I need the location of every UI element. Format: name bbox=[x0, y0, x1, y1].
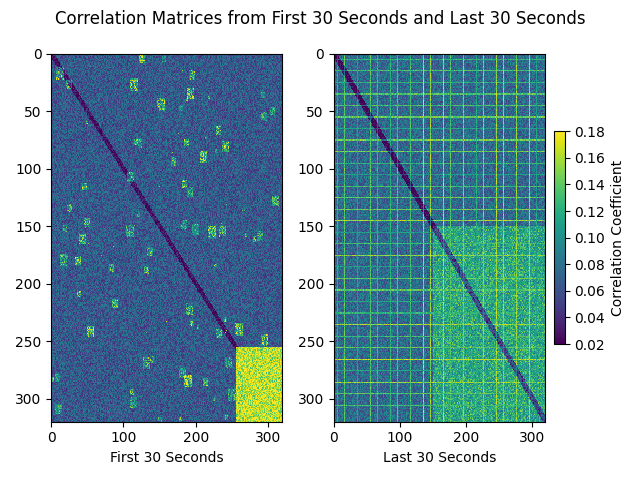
X-axis label: First 30 Seconds: First 30 Seconds bbox=[110, 451, 223, 465]
X-axis label: Last 30 Seconds: Last 30 Seconds bbox=[383, 451, 496, 465]
Y-axis label: Correlation Coefficient: Correlation Coefficient bbox=[611, 159, 625, 316]
Text: Correlation Matrices from First 30 Seconds and Last 30 Seconds: Correlation Matrices from First 30 Secon… bbox=[54, 10, 586, 28]
